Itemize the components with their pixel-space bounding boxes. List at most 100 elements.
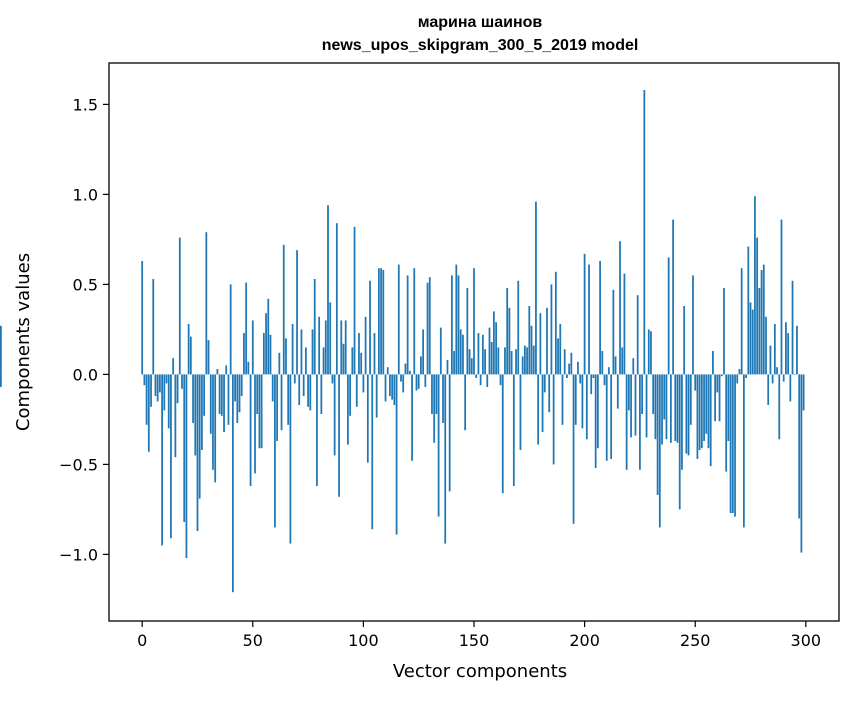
bar: [490, 342, 493, 375]
bar: [455, 264, 458, 375]
bar: [223, 374, 225, 432]
bar: [532, 345, 535, 375]
bar: [147, 374, 150, 452]
bar: [395, 374, 398, 535]
bar: [172, 358, 175, 375]
bar: [579, 374, 582, 384]
x-tick-label: 150: [459, 631, 490, 650]
bar: [778, 374, 781, 440]
bar: [318, 316, 321, 375]
bar: [528, 306, 531, 375]
bar: [557, 338, 559, 375]
bar: [0, 374, 2, 387]
bar: [703, 374, 705, 441]
x-axis-label: Vector components: [393, 661, 567, 682]
bar: [238, 374, 241, 413]
bar: [428, 277, 431, 375]
bar: [358, 333, 360, 375]
bar: [420, 356, 422, 375]
bar: [787, 333, 790, 375]
bar: [776, 367, 778, 375]
x-tick-label: 100: [348, 631, 379, 650]
x-axis-ticks: 0 50 100 150 200 250 300: [137, 621, 821, 650]
bar: [225, 365, 228, 375]
bar: [371, 374, 374, 530]
bar: [435, 374, 438, 414]
bar: [243, 333, 245, 375]
bar: [594, 374, 597, 468]
bar: [289, 374, 292, 544]
bar: [756, 237, 759, 375]
bar: [654, 374, 657, 440]
bar: [643, 90, 646, 375]
bar: [519, 374, 522, 450]
bar: [267, 298, 270, 375]
bar: [366, 374, 369, 463]
bar: [745, 374, 747, 378]
bar: [639, 374, 641, 470]
bar: [709, 374, 712, 467]
bar: [796, 325, 798, 375]
bar: [707, 374, 710, 449]
bar: [400, 374, 402, 382]
bar: [353, 226, 356, 375]
bar: [382, 270, 385, 375]
bar: [393, 374, 396, 405]
bar: [258, 374, 261, 449]
bar: [541, 374, 544, 432]
y-tick-label: −0.5: [59, 455, 98, 474]
bar: [694, 374, 697, 391]
bar: [320, 374, 323, 414]
bar: [661, 374, 663, 445]
bar: [488, 327, 491, 375]
bar: [698, 374, 701, 450]
bar: [234, 374, 236, 402]
bar: [683, 306, 686, 375]
bar: [592, 374, 595, 378]
chart-title-line-2: news_upos_skipgram_300_5_2019 model: [322, 37, 639, 54]
bar: [384, 374, 387, 402]
y-tick-label: 0.0: [73, 365, 98, 384]
bar: [313, 279, 316, 375]
bar: [647, 329, 650, 375]
bar: [581, 374, 584, 429]
bar: [765, 316, 767, 375]
bar: [539, 313, 542, 375]
bar: [285, 338, 287, 375]
bar: [176, 374, 179, 404]
bar: [645, 374, 648, 438]
bar: [411, 374, 413, 461]
bar: [700, 374, 703, 449]
bar: [630, 374, 632, 438]
bar: [342, 343, 345, 375]
y-axis-label: Components values: [13, 253, 34, 431]
bar: [397, 264, 400, 375]
bar: [665, 374, 668, 440]
bar: [459, 329, 462, 375]
bar: [588, 264, 590, 375]
bar: [612, 289, 615, 375]
bar: [678, 374, 681, 510]
bar: [616, 374, 619, 409]
bar: [563, 349, 566, 375]
chart-title-line-1: марина шаинов: [418, 14, 543, 31]
bar: [658, 374, 661, 528]
bar: [468, 349, 471, 375]
bar: [782, 374, 785, 382]
bar: [712, 351, 714, 375]
y-tick-label: 1.0: [73, 185, 98, 204]
bar: [291, 324, 294, 375]
bar: [338, 374, 340, 497]
bar: [742, 374, 745, 528]
bar: [251, 320, 254, 375]
bar: [585, 374, 588, 440]
bar: [747, 246, 750, 375]
bar: [568, 363, 571, 375]
bar: [214, 374, 217, 483]
bar: [360, 352, 363, 375]
bar: [738, 369, 741, 375]
bar: [207, 340, 210, 375]
bar: [596, 374, 599, 449]
bar: [740, 268, 743, 375]
bar: [415, 374, 418, 391]
